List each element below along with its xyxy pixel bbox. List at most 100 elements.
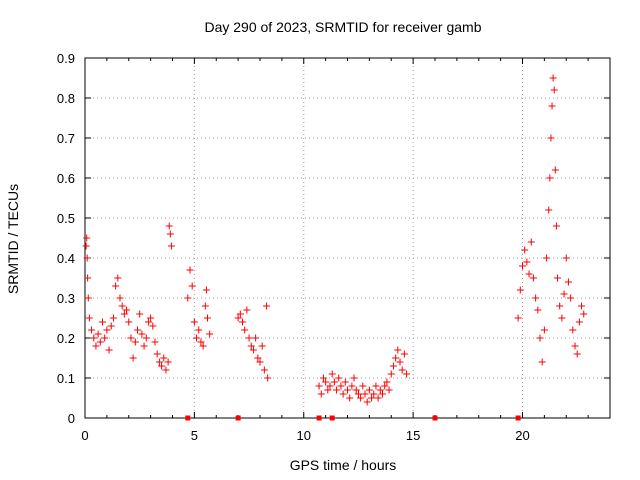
data-point [398,366,406,374]
data-point [337,382,345,390]
data-point [392,354,400,362]
data-point [529,274,537,282]
data-point [552,222,560,230]
data-point [136,310,144,318]
data-point [236,310,244,318]
data-point [326,382,334,390]
data-point [264,374,272,382]
data-point [138,330,146,338]
data-point [249,346,257,354]
y-axis-label: SRMTID / TECUs [5,184,21,294]
data-point [580,310,588,318]
x-tick-label: 10 [297,428,311,443]
data-point [103,326,111,334]
data-point [83,254,91,262]
data-point [127,334,135,342]
data-point [112,282,120,290]
data-point [99,318,106,326]
x-tick-label: 15 [406,428,420,443]
baseline-marker [185,415,191,421]
data-point [339,390,347,398]
y-tick-label: 0.1 [57,371,75,386]
data-point [239,318,246,326]
data-point [352,386,360,394]
data-point [167,242,175,250]
data-point [234,314,242,322]
data-point [245,334,253,342]
data-point [359,382,367,390]
data-point [348,382,356,390]
data-point [258,342,266,350]
data-point [354,390,362,398]
data-point [567,294,575,302]
x-tick-label: 20 [515,428,529,443]
data-point [241,326,249,334]
data-point [379,390,386,398]
data-point [114,274,122,282]
y-tick-label: 0.4 [57,251,75,266]
data-point [116,294,124,302]
y-tick-label: 0.3 [57,291,75,306]
data-point [573,350,581,358]
data-point [109,314,117,322]
data-point [523,258,531,266]
data-point [96,338,104,346]
data-point [142,334,150,342]
data-point [319,374,327,382]
baseline-marker [329,415,335,421]
data-point [365,386,373,394]
data-point [532,294,540,302]
baseline-marker [432,415,438,421]
data-point [550,86,558,94]
data-point [82,242,90,250]
data-point [202,286,210,294]
y-tick-label: 0.9 [57,51,75,66]
baseline-marker [316,415,322,421]
data-point [547,134,555,142]
data-point [120,310,128,318]
data-point [560,290,568,298]
data-point [105,346,113,354]
data-point [361,390,369,398]
y-tick-label: 0.5 [57,211,75,226]
data-point [546,174,554,182]
data-point [330,378,338,386]
plot-frame [84,57,611,419]
data-point [556,302,564,310]
data-point [190,318,198,326]
data-point [151,338,159,346]
data-point [333,386,341,394]
data-point [575,318,583,326]
data-point [403,370,411,378]
data-point [558,314,566,322]
data-point [107,322,115,330]
data-point [385,386,393,394]
y-tick-label: 0.2 [57,331,75,346]
data-point [400,350,408,358]
tick-labels: 0 0.1 0.2 0.3 0.4 0.5 0.6 0.7 0.8 0.9 0 5 10 15 20 [57,51,530,443]
data-point [160,354,168,362]
data-point [125,318,133,326]
data-point [519,262,526,270]
data-point [335,374,343,382]
baseline-marker [515,415,521,421]
data-point [536,334,544,342]
data-point [554,274,561,282]
y-tick-label: 0 [68,411,75,426]
data-point [571,342,579,350]
data-point [260,366,268,374]
data-point [252,334,260,342]
data-point [551,166,559,174]
data-point [94,330,102,338]
data-point [188,282,196,290]
data-point [548,102,556,110]
y-tick-label: 0.6 [57,171,75,186]
data-point [569,326,577,334]
baseline-marker [235,415,241,421]
data-point [564,278,572,286]
data-point [527,238,535,246]
data-point [144,318,152,326]
data-point [184,294,192,302]
data-point [164,358,172,366]
data-point [394,346,402,354]
